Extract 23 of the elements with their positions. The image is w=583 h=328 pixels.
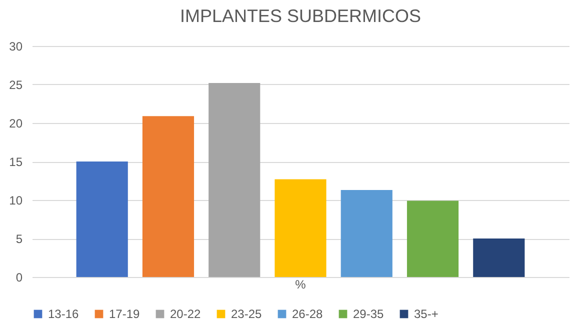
y-tick-label: 5: [16, 232, 23, 246]
bar: [274, 179, 326, 277]
y-tick-label: 15: [9, 155, 23, 169]
bar: [473, 238, 525, 277]
legend-label: 29-35: [353, 307, 384, 321]
y-tick-label: 25: [9, 78, 23, 92]
y-tick-label: 30: [9, 40, 23, 54]
legend-label: 13-16: [48, 307, 80, 321]
legend-label: 35-+: [414, 307, 438, 321]
bar: [76, 162, 128, 277]
legend-label: 17-19: [109, 307, 140, 321]
bar: [142, 116, 194, 277]
legend-label: 26-28: [292, 307, 324, 321]
x-tick-label: %: [295, 278, 306, 292]
bar: [406, 200, 459, 277]
chart-title: IMPLANTES SUBDERMICOS: [180, 6, 422, 26]
y-tick-label: 20: [9, 116, 23, 130]
bar: [208, 82, 260, 277]
y-tick-label: 0: [16, 270, 23, 284]
legend-label: 23-25: [231, 307, 262, 321]
legend-label: 20-22: [170, 307, 202, 321]
y-tick-label: 10: [9, 194, 23, 208]
bar: [340, 190, 392, 277]
